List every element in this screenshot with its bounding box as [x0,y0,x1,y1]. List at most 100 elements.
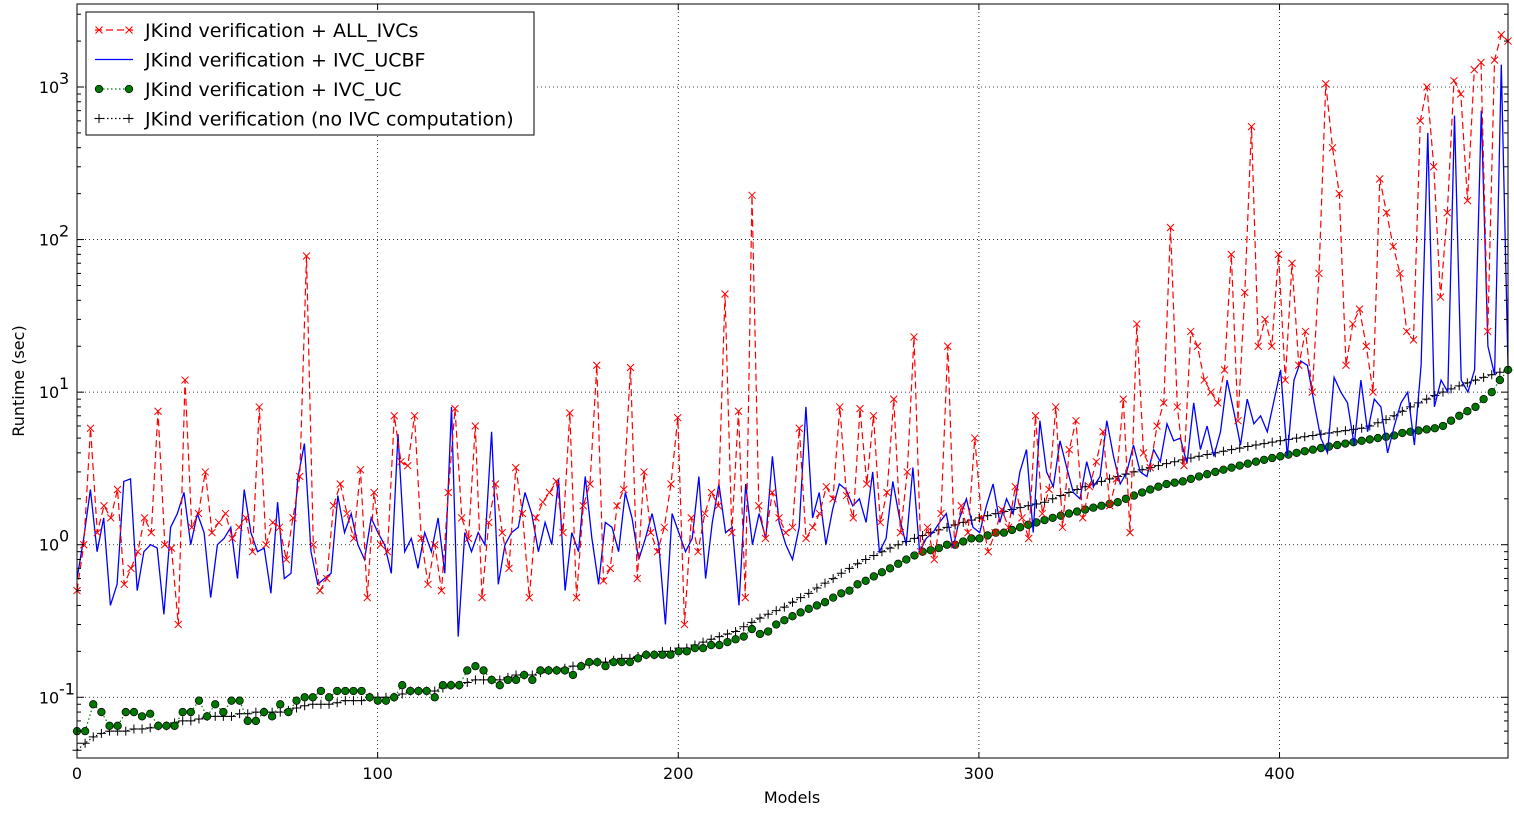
data-point [1011,482,1020,491]
data-point [357,696,367,706]
data-point [775,513,783,522]
data-point [715,640,724,650]
data-point [1362,342,1371,351]
data-point [1301,327,1310,336]
data-point [365,693,374,702]
data-point [815,509,824,518]
data-point [1099,427,1107,436]
data-point [430,693,439,702]
data-point [1342,361,1350,370]
data-point [673,413,682,422]
legend-marker [124,114,134,123]
data-point [1243,459,1252,468]
data-point [80,738,90,748]
data-point [1470,375,1480,385]
data-point [1281,376,1290,384]
data-point [1422,425,1431,434]
data-point [363,593,372,602]
data-point [707,640,716,650]
data-point [219,707,228,717]
legend-marker [94,114,104,123]
data-point [121,707,130,717]
data-point [633,574,642,583]
data-point [178,716,188,726]
data-point [145,723,155,733]
data-point [1139,449,1148,457]
data-point [1092,457,1101,466]
data-point [284,707,293,717]
data-point [734,407,743,416]
data-point [682,647,691,656]
data-point [836,568,846,578]
y-tick-exponent: 3 [59,69,69,88]
data-point [316,686,326,696]
data-point [478,593,486,602]
data-point [926,528,936,538]
data-point [1213,399,1222,407]
data-point [100,501,108,510]
data-point [214,518,223,527]
data-point [802,534,810,543]
data-point [903,468,912,476]
data-point [503,675,513,685]
data-point [113,721,122,730]
data-point [658,650,667,659]
data-point [186,707,195,717]
legend-box [85,11,535,136]
data-point [739,632,748,641]
data-point [1409,336,1418,344]
data-point [221,509,230,518]
data-point [381,696,391,705]
data-point [1267,437,1277,447]
data-point [1276,452,1285,461]
data-point [106,513,115,522]
data-point [761,534,770,543]
data-point [923,523,932,532]
data-point [389,693,399,702]
data-point [1045,485,1053,494]
data-point [619,485,628,494]
legend-marker [95,26,103,34]
y-tick-label: 10 [39,383,59,402]
data-point [538,498,547,507]
data-point [1487,387,1496,397]
data-point [795,424,804,433]
data-point [248,547,257,556]
legend-marker [125,26,133,34]
data-point [1178,477,1187,486]
data-point [552,666,561,675]
data-point [869,550,879,560]
data-point [403,461,412,470]
data-point [454,681,464,690]
data-point [959,537,968,546]
data-point [1349,424,1359,434]
data-point [812,583,822,593]
data-point [606,564,615,573]
data-point [356,465,365,474]
data-point [1121,494,1131,503]
data-point [741,593,750,602]
data-point [479,675,489,685]
data-point [1211,467,1220,477]
data-point [154,407,162,416]
data-point [329,501,338,510]
data-point [324,693,334,702]
data-point [1207,388,1215,397]
data-point [463,666,472,675]
data-point [424,580,432,589]
data-point [1340,426,1350,436]
data-point [471,661,480,671]
data-point [1438,387,1448,397]
data-point [666,650,675,659]
data-point [1455,411,1464,420]
data-point [268,518,277,527]
data-point [289,513,297,522]
data-point [1024,534,1033,543]
y-tick-label: 10 [39,78,59,97]
data-point [862,480,871,488]
data-point [129,707,139,717]
plot-frame [76,3,1509,759]
data-point [226,711,236,721]
data-point [1398,428,1407,438]
data-point [894,559,903,568]
